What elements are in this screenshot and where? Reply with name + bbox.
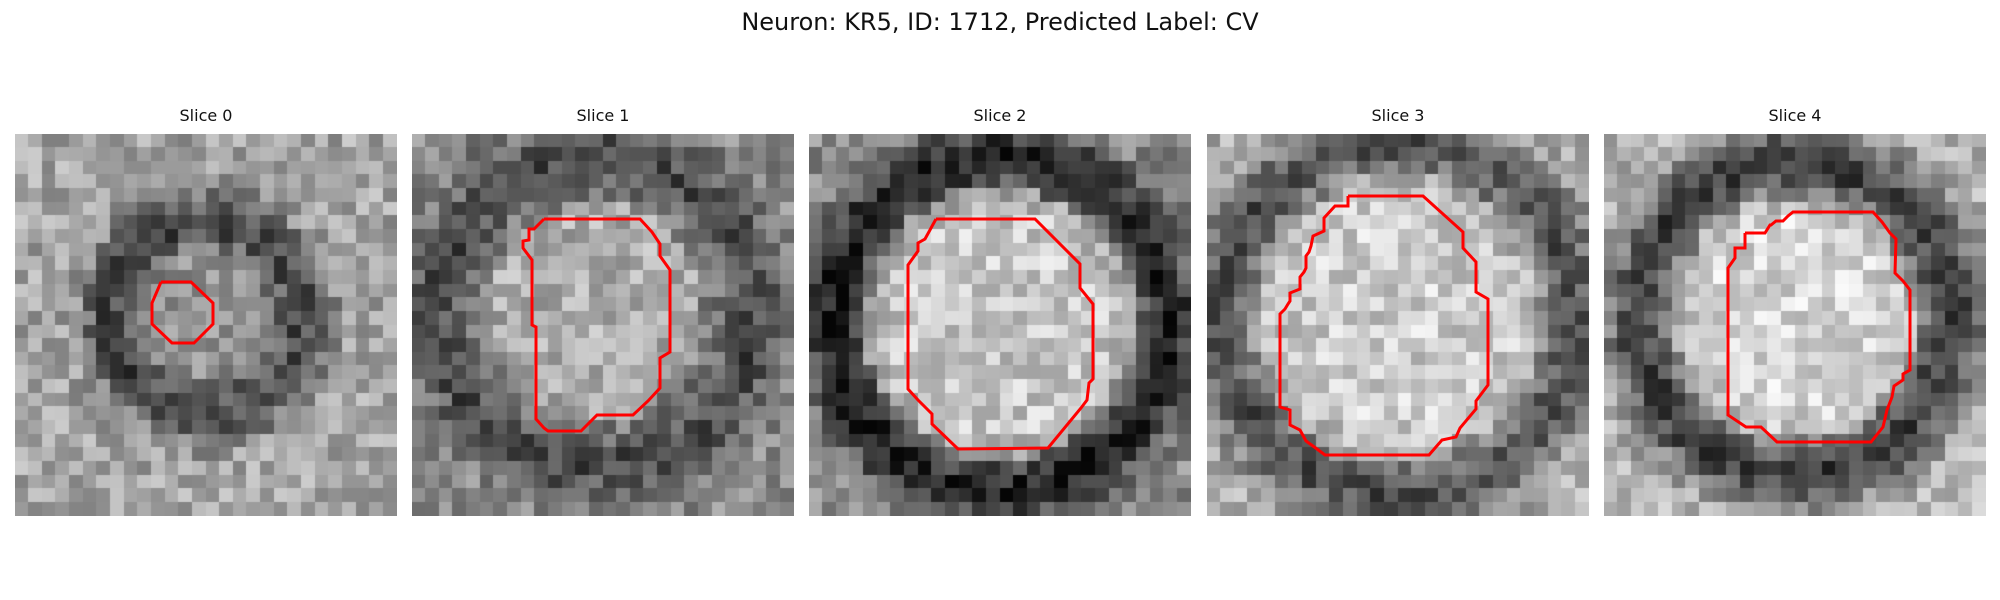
slice-label: Slice 2 <box>973 106 1027 125</box>
figure-title: Neuron: KR5, ID: 1712, Predicted Label: … <box>741 8 1259 36</box>
slice-label: Slice 3 <box>1371 106 1425 125</box>
slice-label: Slice 1 <box>576 106 630 125</box>
slice-image <box>412 134 794 516</box>
slice-label: Slice 4 <box>1768 106 1822 125</box>
slice-label: Slice 0 <box>179 106 233 125</box>
slice-image <box>1604 134 1986 516</box>
slice-image <box>809 134 1191 516</box>
slice-image <box>1207 134 1589 516</box>
slice-image <box>15 134 397 516</box>
